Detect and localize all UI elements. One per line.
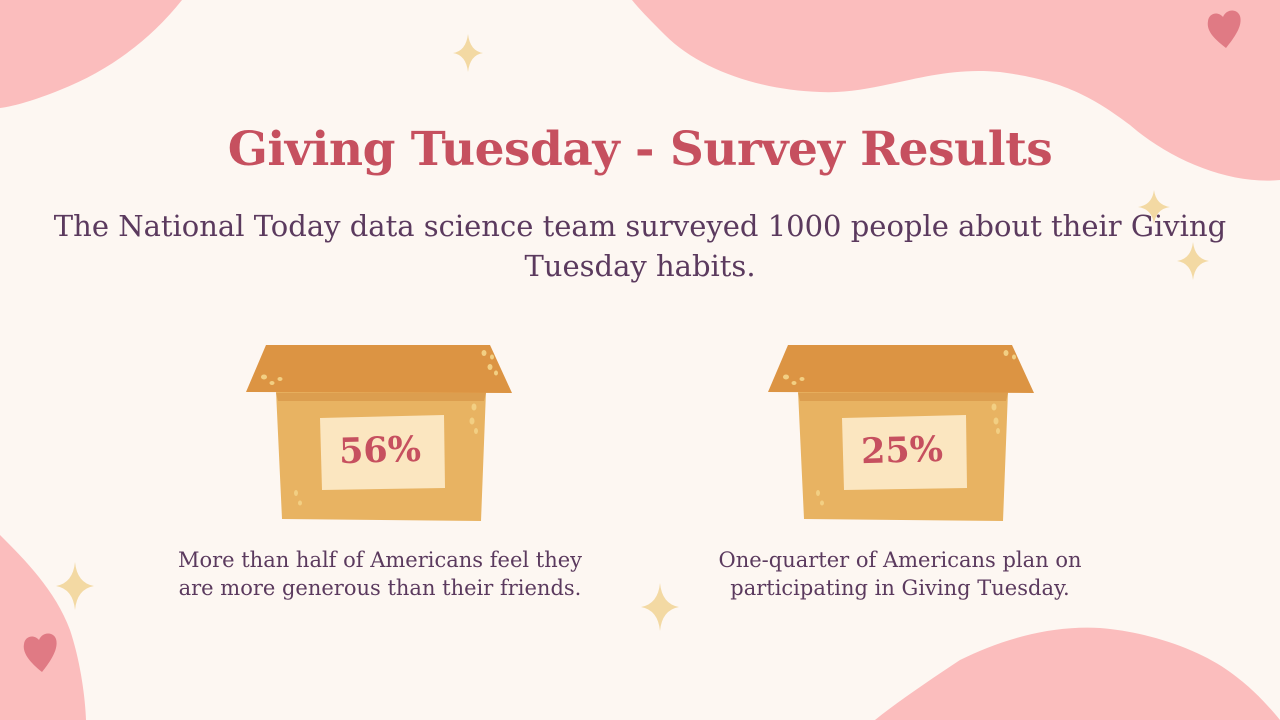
- heart-icon: [1207, 10, 1241, 48]
- stat-box-1: 56%: [246, 343, 514, 523]
- sparkle-icon: [453, 34, 483, 72]
- blob-bottom-right: [875, 627, 1280, 720]
- stat-caption-1: More than half of Americans feel they ar…: [177, 548, 583, 600]
- stat-value-1: 56%: [338, 428, 422, 473]
- stat-box-2: 25%: [768, 343, 1036, 523]
- sparkle-icon: [1177, 242, 1209, 280]
- stat-value-2: 25%: [860, 428, 944, 473]
- page-subtitle: The National Today data science team sur…: [53, 209, 1227, 283]
- heart-icon: [23, 633, 57, 672]
- box-icon: [768, 345, 1034, 521]
- page-title: Giving Tuesday - Survey Results: [227, 122, 1053, 177]
- stat-caption-2: One-quarter of Americans plan on partici…: [718, 548, 1082, 600]
- blob-top-right: [632, 0, 1280, 181]
- box-icon: [246, 345, 512, 521]
- blob-bottom-left: [0, 535, 86, 720]
- sparkle-icon: [641, 583, 679, 631]
- blob-top-left: [0, 0, 182, 108]
- sparkle-icon: [1138, 190, 1170, 224]
- sparkle-icon: [56, 562, 94, 610]
